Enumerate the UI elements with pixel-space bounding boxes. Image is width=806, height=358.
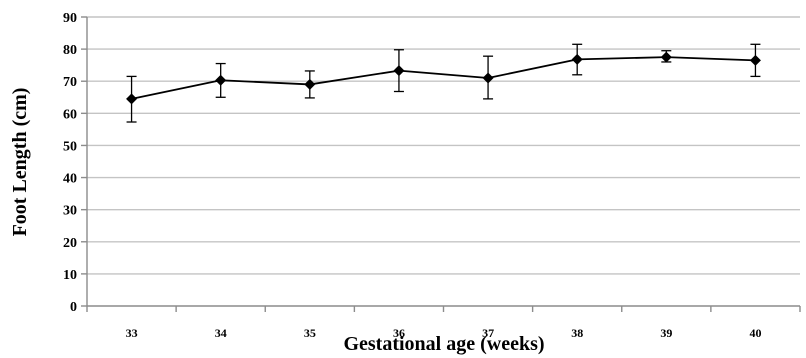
gridlines [87, 16, 800, 275]
data-point-marker [304, 78, 316, 90]
x-tick-label: 39 [660, 326, 672, 340]
y-tick-labels: 0 10 20 30 40 50 60 70 80 90 [63, 11, 77, 315]
x-tick-label: 34 [215, 326, 227, 340]
data-points [126, 51, 761, 105]
y-tick-label: 0 [70, 300, 77, 315]
y-tick-label: 10 [63, 268, 77, 283]
data-point-marker [482, 72, 494, 84]
y-tick-label: 50 [63, 139, 77, 154]
y-axis-title: Foot Length (cm) [9, 88, 31, 237]
x-tick-label: 36 [393, 326, 405, 340]
x-tick-label: 38 [571, 326, 583, 340]
x-axis-title: Gestational age (weeks) [343, 333, 544, 355]
data-point-marker [393, 65, 405, 77]
y-tick-label: 80 [63, 43, 77, 58]
series-line-path [131, 56, 756, 100]
data-point-marker [660, 51, 672, 63]
series-line [131, 56, 756, 100]
data-point-marker [126, 93, 138, 105]
data-point-marker [749, 54, 761, 66]
x-tick-label: 33 [126, 326, 138, 340]
y-tick-label: 90 [63, 11, 77, 26]
x-tick-label: 35 [304, 326, 316, 340]
data-point-marker [215, 74, 227, 86]
axes [81, 16, 801, 312]
x-tick-label: 40 [749, 326, 761, 340]
y-tick-label: 20 [63, 236, 77, 251]
y-tick-label: 70 [63, 75, 77, 90]
y-tick-label: 30 [63, 204, 77, 219]
data-point-marker [571, 53, 583, 65]
y-tick-label: 60 [63, 107, 77, 122]
x-tick-labels: 33 34 35 36 37 38 39 40 [126, 326, 762, 340]
x-tick-label: 37 [482, 326, 494, 340]
y-tick-label: 40 [63, 172, 77, 187]
